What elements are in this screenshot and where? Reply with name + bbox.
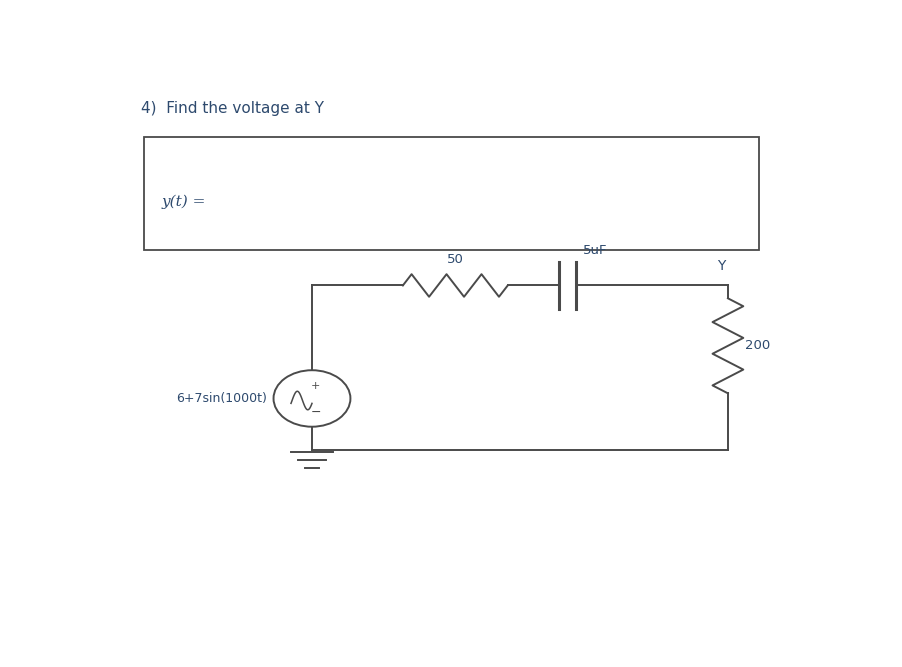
Text: −: − (310, 406, 321, 419)
Text: 4)  Find the voltage at Y: 4) Find the voltage at Y (141, 101, 324, 116)
Text: 200: 200 (745, 340, 770, 352)
Text: 6+7sin(1000t): 6+7sin(1000t) (176, 392, 267, 405)
Text: +: + (311, 381, 320, 391)
Bar (144, 137, 759, 249)
Text: y(t) =: y(t) = (161, 195, 206, 209)
Text: Y: Y (717, 259, 725, 273)
Text: 5uF: 5uF (583, 244, 607, 257)
Text: 50: 50 (446, 253, 464, 266)
